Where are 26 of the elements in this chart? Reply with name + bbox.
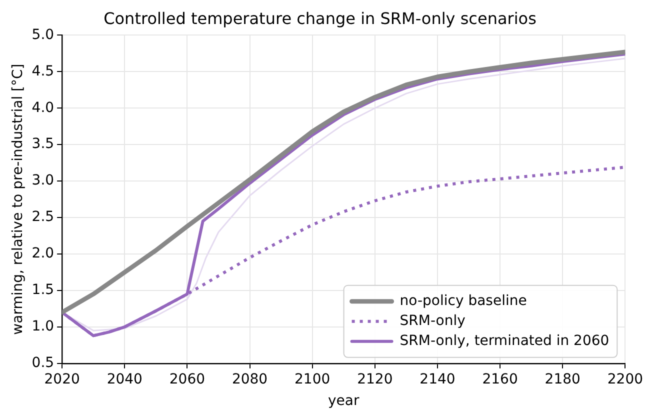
legend-label: SRM-only xyxy=(400,313,466,330)
x-tick-label: 2140 xyxy=(420,371,456,388)
y-tick-label: 2.5 xyxy=(32,209,54,226)
x-tick-label: 2200 xyxy=(607,371,644,388)
y-tick-label: 0.5 xyxy=(32,355,54,372)
x-tick-label: 2100 xyxy=(294,371,330,388)
x-tick-label: 2180 xyxy=(544,371,580,388)
chart-title: Controlled temperature change in SRM-only scenarios xyxy=(104,8,536,28)
y-tick-label: 4.5 xyxy=(32,63,54,80)
x-tick-label: 2160 xyxy=(482,371,518,388)
x-tick-label: 2080 xyxy=(232,371,268,388)
x-axis-title: year xyxy=(328,393,360,410)
y-tick-label: 3.5 xyxy=(32,136,54,152)
y-tick-label: 2.0 xyxy=(32,246,54,262)
x-tick-label: 2040 xyxy=(106,371,142,388)
y-tick-label: 5.0 xyxy=(32,26,54,43)
y-tick-label: 1.0 xyxy=(32,318,54,335)
y-tick-label: 1.5 xyxy=(32,282,54,298)
y-tick-label: 4.0 xyxy=(32,100,54,116)
x-tick-label: 2060 xyxy=(169,371,206,388)
legend-label: no-policy baseline xyxy=(400,293,527,310)
legend-label: SRM-only, terminated in 2060 xyxy=(400,333,610,350)
x-tick-label: 2120 xyxy=(357,371,393,388)
y-axis-title: warming, relative to pre-industrial [°C] xyxy=(10,64,26,335)
y-tick-label: 3.0 xyxy=(32,172,54,189)
x-tick-label: 2020 xyxy=(44,371,80,388)
